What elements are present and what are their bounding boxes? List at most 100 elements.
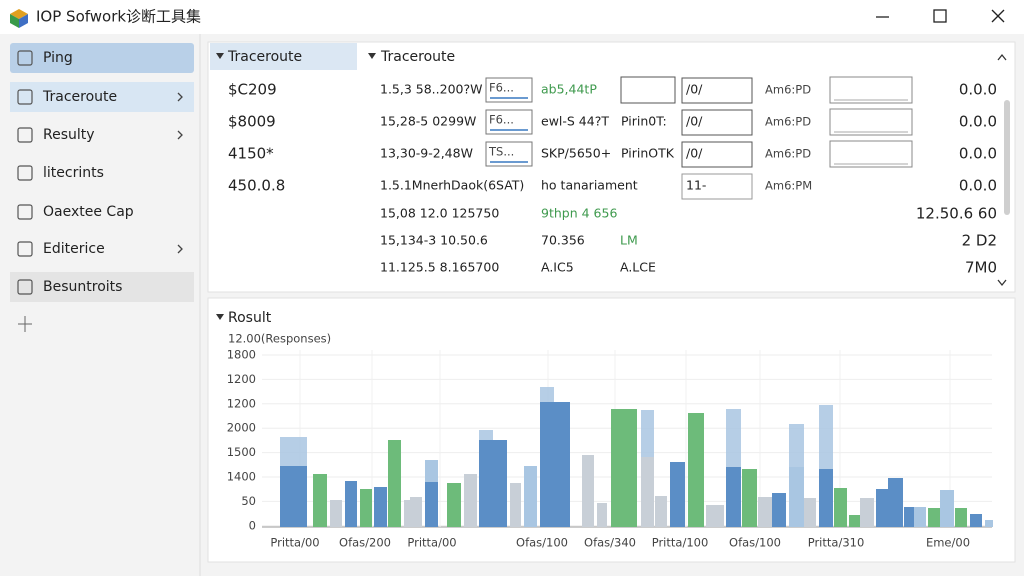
row-code: 11-: [686, 178, 706, 193]
chart-bar: [345, 481, 357, 527]
row-input[interactable]: [620, 76, 676, 104]
chart-bar: [655, 496, 667, 527]
chart-bar: [280, 466, 307, 527]
row-unit: Am6:PD: [765, 115, 811, 129]
row-slider[interactable]: [829, 108, 913, 136]
chart-bar: [904, 507, 914, 527]
row-address: 15,08 12.0 125750: [380, 206, 499, 221]
nav-label[interactable]: Ping: [43, 50, 73, 66]
row-unit: Am6:PD: [765, 83, 811, 97]
row-unit: Am6:PM: [765, 179, 812, 193]
x-axis-label: Pritta/100: [652, 536, 709, 550]
chart-bar: [388, 484, 401, 527]
chart-bar: [849, 515, 861, 527]
chart-bar: [670, 462, 685, 527]
nav-icon: [17, 127, 33, 143]
x-axis-label: Eme/00: [926, 536, 970, 550]
nav-icon: [17, 50, 33, 66]
row-code-box[interactable]: [681, 141, 753, 168]
app-icon: [10, 9, 28, 28]
chart-bar: [597, 503, 607, 527]
y-axis-label: 0: [249, 518, 256, 532]
row-note: A.LCE: [620, 260, 656, 275]
row-code-box[interactable]: [681, 109, 753, 136]
row-status: A.IC5: [541, 260, 574, 275]
row-unit: Am6:PD: [765, 147, 811, 161]
row-tag: F6...: [489, 81, 514, 95]
chart-bar: [374, 487, 387, 527]
row-code: /0/: [686, 146, 703, 161]
row-value: 0.0.0: [959, 177, 997, 195]
tab-arrow: [216, 53, 224, 59]
scroll-down[interactable]: [997, 279, 1007, 287]
row-address: 13,30-9-2,48W: [380, 146, 473, 161]
chart-bar: [819, 469, 833, 527]
chart-bar: [510, 483, 521, 527]
scrollbar-thumb[interactable]: [1004, 100, 1010, 215]
chart-bar: [888, 478, 903, 527]
row-value: 0.0.0: [959, 113, 997, 131]
chart-bar: [447, 483, 461, 527]
row-slider[interactable]: [829, 76, 913, 104]
nav-item-hover[interactable]: [10, 82, 194, 112]
close-button[interactable]: [991, 9, 1005, 23]
nav-icon: [17, 279, 33, 295]
chart-bar: [313, 474, 327, 527]
nav-label[interactable]: Editerice: [43, 241, 105, 257]
row-status: SKP/5650+: [541, 146, 611, 161]
x-axis-label: Ofas/340: [584, 536, 636, 550]
row-slider[interactable]: [829, 140, 913, 168]
x-axis-label: Ofas/100: [516, 536, 568, 550]
row-status: 9thpn 4 656: [541, 206, 617, 221]
maximize-button[interactable]: [933, 9, 947, 23]
y-axis-label: 1200: [227, 396, 256, 410]
x-axis-label: Ofas/200: [339, 536, 391, 550]
chart-bar: [742, 469, 757, 527]
chart-bar: [726, 467, 741, 527]
row-code: /0/: [686, 114, 703, 129]
row-status: ewl-S 44?T: [541, 114, 609, 129]
nav-label[interactable]: Resulty: [43, 127, 95, 143]
row-code-box[interactable]: [681, 173, 753, 200]
nav-label[interactable]: Besuntroits: [43, 279, 122, 295]
row-status: ho tanariament: [541, 178, 638, 193]
chart-bar: [464, 474, 477, 527]
window-title: IOP Sofwork诊断工具集: [36, 8, 201, 26]
chart-bar: [479, 440, 507, 527]
row-value: 7M0: [965, 259, 997, 277]
y-axis-label: 1500: [227, 445, 256, 459]
row-code-box[interactable]: [681, 77, 753, 104]
scroll-up[interactable]: [997, 53, 1007, 61]
nav-item-hover[interactable]: [10, 272, 194, 302]
y-axis-label: 1200: [227, 372, 256, 386]
panel-title: Traceroute: [380, 49, 455, 65]
nav-label[interactable]: Traceroute: [42, 89, 117, 105]
chart-bar: [928, 508, 940, 527]
chart-bar: [789, 467, 804, 527]
panel-tab[interactable]: [210, 43, 357, 70]
row-name: 450.0.8: [228, 177, 285, 195]
chart-bar: [410, 497, 422, 527]
nav-label[interactable]: litecrints: [43, 165, 104, 181]
nav-label[interactable]: Oaextee Cap: [43, 204, 134, 220]
row-tag: TS...: [488, 145, 514, 159]
chart-bar: [970, 514, 982, 527]
row-name: $8009: [228, 113, 276, 131]
chart-bar: [641, 457, 654, 527]
chart-bar: [804, 498, 816, 527]
nav-item-active[interactable]: [10, 43, 194, 73]
row-name: $C209: [228, 81, 277, 99]
tab-label: Traceroute: [227, 49, 302, 65]
nav-chevron: [177, 130, 183, 140]
chart-bar: [688, 413, 704, 527]
result-subtitle: 12.00(Responses): [228, 332, 331, 346]
row-note: LM: [620, 233, 638, 248]
chart-bar: [758, 497, 772, 527]
row-value: 2 D2: [962, 232, 997, 250]
row-value: 12.50.6 60: [916, 205, 997, 223]
nav-chevron: [177, 92, 183, 102]
row-status: 70.356: [541, 233, 585, 248]
nav-icon: [17, 89, 33, 105]
row-address: 15,134-3 10.50.6: [380, 233, 488, 248]
row-status: ab5,44tP: [541, 82, 597, 97]
